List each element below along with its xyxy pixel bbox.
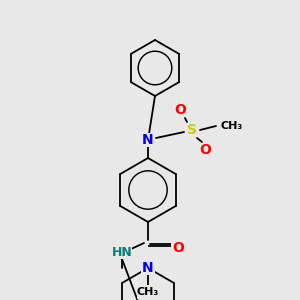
Text: O: O: [172, 241, 184, 255]
Text: O: O: [199, 143, 211, 157]
Bar: [185, 123, 199, 137]
Bar: [218, 119, 246, 133]
Text: O: O: [174, 103, 186, 117]
Text: N: N: [142, 261, 154, 275]
Bar: [141, 133, 155, 147]
Bar: [112, 245, 132, 259]
Text: N: N: [142, 133, 154, 147]
Bar: [198, 143, 212, 157]
Bar: [137, 285, 159, 299]
Bar: [171, 241, 185, 255]
Bar: [173, 103, 187, 117]
Text: S: S: [187, 123, 197, 137]
Text: CH₃: CH₃: [137, 287, 159, 297]
Bar: [141, 261, 155, 275]
Text: CH₃: CH₃: [221, 121, 243, 131]
Text: HN: HN: [112, 245, 132, 259]
